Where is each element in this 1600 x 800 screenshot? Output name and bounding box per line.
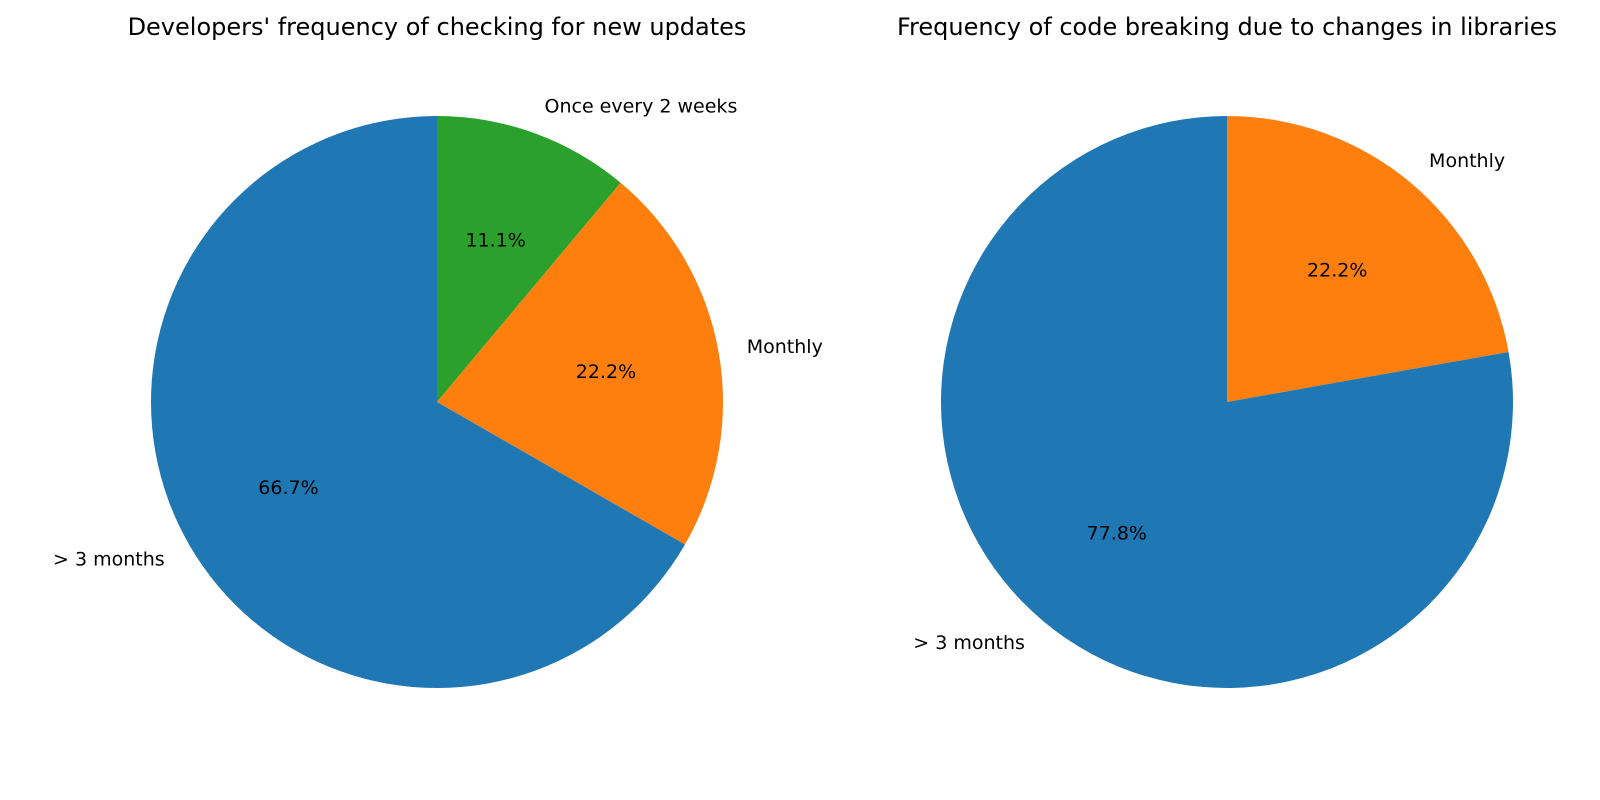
pie-chart-update-checking: Developers' frequency of checking for ne… <box>53 13 823 688</box>
pie-slice-once-every-2-weeks <box>437 116 621 402</box>
pie-chart-code-breaking: Frequency of code breaking due to change… <box>897 13 1557 688</box>
chart-title: Developers' frequency of checking for ne… <box>128 13 747 41</box>
pie-category-label: > 3 months <box>53 549 165 571</box>
pie-labels: 11.1% Once every 2 weeks 22.2% Monthly 66.7%… <box>53 95 823 570</box>
pie-slice-monthly <box>1227 116 1509 402</box>
pie-category-label: > 3 months <box>913 632 1025 654</box>
pie-slice-3-months <box>941 116 1514 688</box>
pie-slices <box>941 116 1514 688</box>
pie-category-label: Once every 2 weeks <box>545 95 738 117</box>
chart-title: Frequency of code breaking due to change… <box>897 13 1557 41</box>
pie-slices <box>150 116 723 688</box>
pie-category-label: Monthly <box>747 336 823 358</box>
pie-percent-label: 11.1% <box>465 230 525 252</box>
pie-slice-monthly <box>437 182 723 545</box>
pie-category-label: Monthly <box>1429 150 1505 172</box>
pie-percent-label: 22.2% <box>576 361 636 383</box>
pie-percent-label: 77.8% <box>1087 523 1147 545</box>
pie-labels: 22.2% Monthly 77.8% > 3 months <box>913 150 1505 654</box>
pie-percent-label: 22.2% <box>1307 259 1367 281</box>
pie-percent-label: 66.7% <box>258 477 318 499</box>
pie-slice-3-months <box>150 116 685 688</box>
